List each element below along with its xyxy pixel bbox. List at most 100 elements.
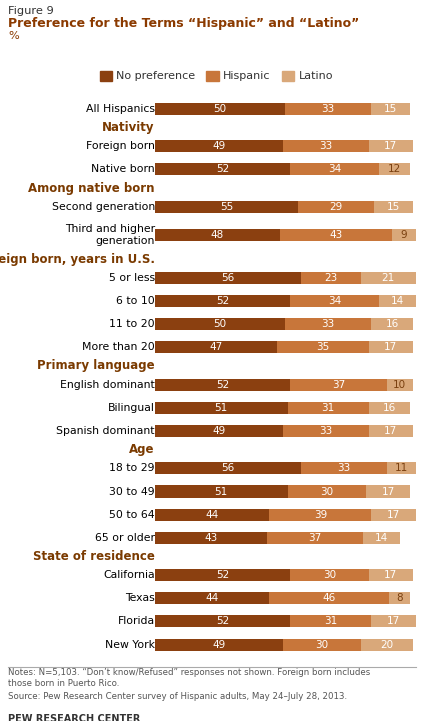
Bar xyxy=(155,379,290,391)
Bar xyxy=(282,639,361,650)
Text: 16: 16 xyxy=(383,403,396,413)
Text: Nativity: Nativity xyxy=(102,121,155,134)
Text: 30: 30 xyxy=(320,487,333,497)
Text: 8: 8 xyxy=(396,593,403,603)
Text: 50 to 64: 50 to 64 xyxy=(109,510,155,520)
Text: More than 20: More than 20 xyxy=(82,342,155,353)
Text: Among native born: Among native born xyxy=(28,182,155,195)
Text: Preference for the Terms “Hispanic” and “Latino”: Preference for the Terms “Hispanic” and … xyxy=(8,17,360,30)
Bar xyxy=(290,616,371,627)
Text: 15: 15 xyxy=(384,104,397,114)
Bar xyxy=(379,295,416,307)
Bar xyxy=(361,272,416,284)
Text: 37: 37 xyxy=(332,380,345,389)
Text: Notes: N=5,103. “Don’t know/Refused” responses not shown. Foreign born includes
: Notes: N=5,103. “Don’t know/Refused” res… xyxy=(8,668,371,688)
Bar xyxy=(298,201,374,213)
Bar xyxy=(155,425,282,437)
Text: 5 or less: 5 or less xyxy=(109,273,155,283)
Text: 6 to 10: 6 to 10 xyxy=(116,296,155,306)
Bar xyxy=(290,295,379,307)
Text: 49: 49 xyxy=(212,426,225,436)
Text: Second generation: Second generation xyxy=(51,202,155,212)
Text: 14: 14 xyxy=(375,533,388,543)
Text: 52: 52 xyxy=(216,164,229,174)
Bar xyxy=(301,462,387,474)
Bar xyxy=(371,616,416,627)
Text: 43: 43 xyxy=(204,533,218,543)
Text: 30: 30 xyxy=(315,640,328,650)
Text: 43: 43 xyxy=(329,230,343,240)
Bar xyxy=(290,164,379,175)
Text: 55: 55 xyxy=(220,202,233,212)
Bar xyxy=(368,402,410,414)
Text: 52: 52 xyxy=(216,296,229,306)
Bar xyxy=(155,531,267,544)
Text: 34: 34 xyxy=(328,164,341,174)
Bar xyxy=(155,295,290,307)
Text: 35: 35 xyxy=(316,342,329,353)
Text: 31: 31 xyxy=(324,616,338,627)
Text: Florida: Florida xyxy=(117,616,155,627)
Bar xyxy=(155,164,290,175)
Bar xyxy=(155,639,282,650)
Bar xyxy=(301,272,361,284)
Text: Figure 9: Figure 9 xyxy=(8,6,54,16)
Text: 23: 23 xyxy=(324,273,338,283)
Bar xyxy=(155,341,277,353)
Bar xyxy=(285,318,371,330)
Text: 56: 56 xyxy=(221,273,234,283)
Text: 30: 30 xyxy=(323,570,336,580)
Bar xyxy=(374,201,413,213)
Text: Age: Age xyxy=(129,443,155,456)
Text: 11: 11 xyxy=(395,464,408,474)
Bar xyxy=(277,341,368,353)
Bar xyxy=(155,616,290,627)
Text: 33: 33 xyxy=(337,464,350,474)
Bar xyxy=(379,164,410,175)
Text: Spanish dominant: Spanish dominant xyxy=(56,426,155,436)
Bar xyxy=(270,508,371,521)
Text: 51: 51 xyxy=(215,403,228,413)
Bar xyxy=(267,531,363,544)
Text: 17: 17 xyxy=(384,426,397,436)
Legend: No preference, Hispanic, Latino: No preference, Hispanic, Latino xyxy=(95,66,338,86)
Bar xyxy=(155,201,298,213)
Text: 52: 52 xyxy=(216,616,229,627)
Bar xyxy=(155,593,270,604)
Bar xyxy=(290,379,387,391)
Bar xyxy=(389,593,410,604)
Text: 15: 15 xyxy=(387,202,400,212)
Text: 9: 9 xyxy=(401,230,407,240)
Text: 47: 47 xyxy=(209,342,223,353)
Text: %: % xyxy=(8,31,19,41)
Text: All Hispanics: All Hispanics xyxy=(86,104,155,114)
Text: New York: New York xyxy=(105,640,155,650)
Text: 56: 56 xyxy=(221,464,234,474)
Bar xyxy=(288,402,368,414)
Text: 51: 51 xyxy=(215,487,228,497)
Text: Source: Pew Research Center survey of Hispanic adults, May 24–July 28, 2013.: Source: Pew Research Center survey of Hi… xyxy=(8,692,348,701)
Text: PEW RESEARCH CENTER: PEW RESEARCH CENTER xyxy=(8,714,141,721)
Bar xyxy=(270,593,389,604)
Text: Texas: Texas xyxy=(125,593,155,603)
Bar xyxy=(387,462,416,474)
Bar xyxy=(361,639,413,650)
Text: 18 to 29: 18 to 29 xyxy=(109,464,155,474)
Text: 31: 31 xyxy=(321,403,335,413)
Text: 34: 34 xyxy=(328,296,341,306)
Text: 30 to 49: 30 to 49 xyxy=(109,487,155,497)
Bar xyxy=(387,379,413,391)
Text: 33: 33 xyxy=(319,141,332,151)
Text: 17: 17 xyxy=(384,570,397,580)
Bar xyxy=(371,318,413,330)
Bar xyxy=(371,508,416,521)
Text: English dominant: English dominant xyxy=(60,380,155,389)
Text: 33: 33 xyxy=(321,319,335,329)
Text: 17: 17 xyxy=(387,510,400,520)
Bar xyxy=(155,485,288,497)
Text: 11 to 20: 11 to 20 xyxy=(109,319,155,329)
Text: 39: 39 xyxy=(314,510,327,520)
Bar xyxy=(155,318,285,330)
Bar xyxy=(155,272,301,284)
Text: 33: 33 xyxy=(319,426,332,436)
